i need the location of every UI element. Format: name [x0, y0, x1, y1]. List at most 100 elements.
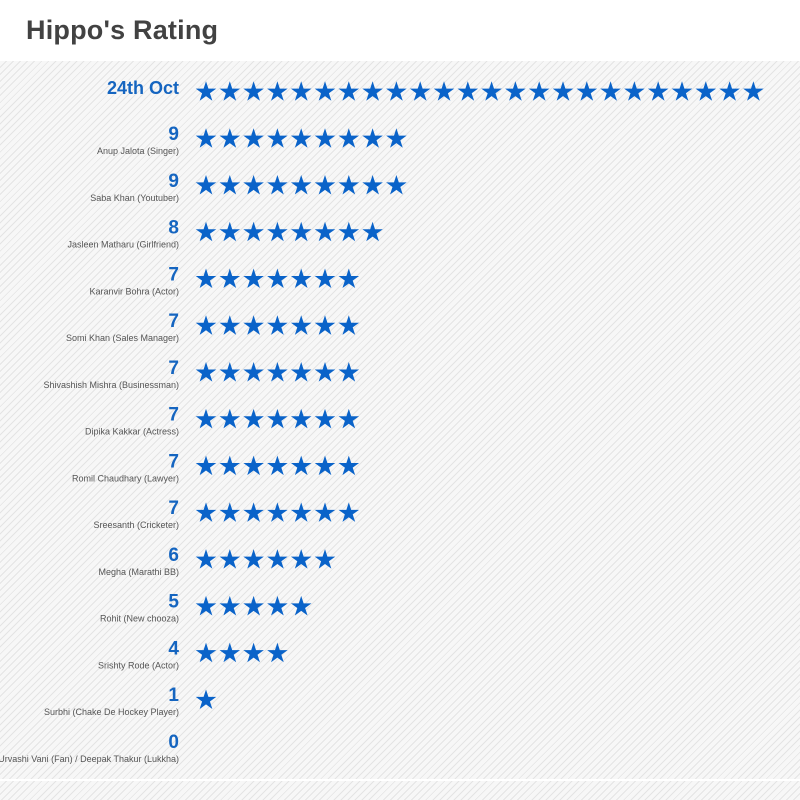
star-icon — [338, 174, 360, 195]
star-icon — [243, 595, 264, 616]
rating-value-label: 7 — [168, 451, 179, 472]
star-icon — [386, 81, 407, 101]
contestant-name-label: Surbhi (Chake De Hockey Player) — [44, 707, 179, 717]
star-icon — [600, 81, 621, 101]
star-icon — [243, 362, 264, 382]
star-icon — [362, 81, 383, 101]
rating-value-label: 7 — [168, 498, 179, 519]
contestant-name-label: Rohit (New chooza) — [100, 614, 179, 624]
star-icon — [290, 455, 312, 476]
rating-value-label: 7 — [168, 358, 179, 379]
star-icon — [719, 81, 740, 101]
star-icon — [267, 642, 288, 663]
star-icon — [314, 174, 336, 195]
star-icon — [243, 221, 264, 242]
star-icon — [290, 81, 312, 101]
star-icon — [290, 315, 312, 335]
star-icon — [267, 502, 288, 522]
star-icon — [267, 408, 288, 429]
rating-value-label: 4 — [168, 638, 179, 659]
star-icon — [243, 315, 264, 335]
star-icon — [433, 81, 455, 101]
star-icon — [219, 642, 241, 663]
rating-value-label: 5 — [168, 592, 179, 613]
star-icon — [481, 81, 502, 101]
star-icon — [195, 315, 217, 335]
star-icon — [195, 128, 217, 148]
star-icon — [267, 128, 288, 148]
contestant-name-label: Romil Chaudhary (Lawyer) — [72, 473, 179, 483]
star-icon — [314, 362, 336, 382]
chart-title: Hippo's Rating — [26, 15, 219, 45]
star-icon — [243, 408, 264, 429]
contestant-name-label: Jasleen Matharu (Girlfriend) — [67, 240, 179, 250]
star-icon — [219, 221, 241, 242]
star-icon — [219, 408, 241, 429]
star-icon — [362, 128, 383, 148]
star-icon — [267, 81, 288, 101]
star-icon — [195, 549, 217, 569]
star-icon — [195, 362, 217, 382]
star-icon — [267, 221, 288, 242]
star-icon — [195, 689, 217, 709]
star-icon — [457, 81, 479, 101]
star-icon — [219, 81, 241, 101]
contestant-name-label: Sreesanth (Cricketer) — [93, 520, 179, 530]
star-icon — [338, 315, 360, 335]
star-icon — [314, 455, 336, 476]
star-icon — [243, 502, 264, 522]
star-icon — [409, 81, 431, 101]
star-icon — [195, 221, 217, 242]
header-label: 24th Oct — [107, 78, 179, 98]
star-icon — [290, 595, 312, 616]
rating-value-label: 8 — [168, 218, 179, 239]
star-icon — [338, 221, 360, 242]
bottom-hatched-strip — [0, 781, 800, 800]
star-icon — [338, 81, 360, 101]
contestant-name-label: Karanvir Bohra (Actor) — [89, 286, 179, 296]
star-icon — [576, 81, 598, 101]
rating-value-label: 9 — [168, 171, 179, 192]
star-icon — [219, 362, 241, 382]
star-icon — [243, 642, 264, 663]
star-icon — [314, 128, 336, 148]
star-icon — [267, 362, 288, 382]
star-icon — [195, 502, 217, 522]
rating-value-label: 1 — [168, 685, 179, 706]
rating-value-label: 7 — [168, 311, 179, 332]
contestant-name-label: Somi Khan (Sales Manager) — [66, 333, 179, 343]
star-icon — [219, 549, 241, 569]
contestant-name-label: Megha (Marathi BB) — [98, 567, 179, 577]
star-icon — [219, 128, 241, 148]
star-icon — [528, 81, 550, 101]
star-icon — [314, 549, 336, 569]
contestant-name-label: Shivashish Mishra (Businessman) — [43, 380, 179, 390]
star-icon — [338, 408, 360, 429]
chart-panel-background — [0, 61, 800, 779]
star-icon — [314, 268, 336, 289]
star-icon — [290, 174, 312, 195]
star-icon — [219, 268, 241, 289]
contestant-name-label: Anup Jalota (Singer) — [97, 146, 179, 156]
star-icon — [314, 502, 336, 522]
star-icon — [195, 642, 217, 663]
star-icon — [243, 268, 264, 289]
star-icon — [243, 128, 264, 148]
star-icon — [338, 502, 360, 522]
star-icon — [219, 455, 241, 476]
star-icon — [552, 81, 574, 101]
star-icon — [386, 174, 407, 195]
star-icon — [243, 174, 264, 195]
star-icon — [243, 455, 264, 476]
star-icon — [219, 595, 241, 616]
star-icon — [243, 81, 264, 101]
star-icon — [195, 81, 217, 101]
star-icon — [195, 595, 217, 616]
star-icon — [647, 81, 669, 101]
star-icon — [195, 408, 217, 429]
star-icon — [195, 455, 217, 476]
rating-value-label: 6 — [168, 545, 179, 566]
star-icon — [671, 81, 693, 101]
star-icon — [314, 315, 336, 335]
rating-value-label: 0 — [168, 732, 179, 753]
